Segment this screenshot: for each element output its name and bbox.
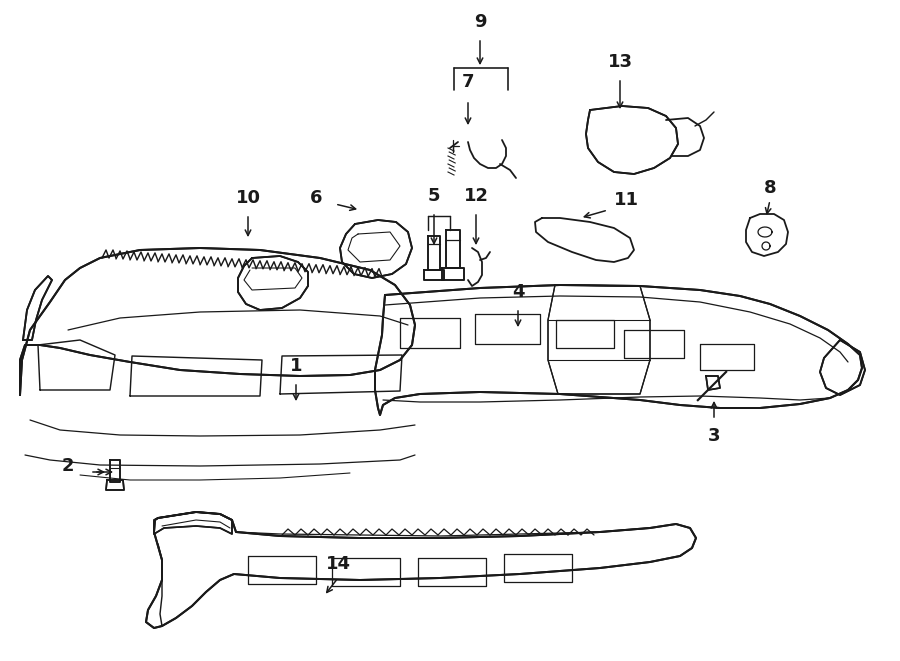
- Polygon shape: [428, 236, 440, 270]
- Text: 2: 2: [62, 457, 74, 475]
- Text: 12: 12: [464, 187, 489, 205]
- Polygon shape: [442, 268, 464, 280]
- Polygon shape: [154, 512, 232, 534]
- Polygon shape: [340, 220, 412, 278]
- Polygon shape: [238, 256, 308, 310]
- Text: 6: 6: [310, 189, 322, 207]
- Polygon shape: [424, 270, 444, 280]
- Text: 14: 14: [326, 555, 350, 573]
- Polygon shape: [706, 376, 720, 390]
- Polygon shape: [548, 285, 650, 394]
- Text: 8: 8: [764, 179, 777, 197]
- Polygon shape: [375, 285, 862, 415]
- Text: 9: 9: [473, 13, 486, 31]
- Text: 7: 7: [462, 73, 474, 91]
- Text: 11: 11: [614, 191, 638, 209]
- Text: 4: 4: [512, 283, 524, 301]
- Polygon shape: [110, 460, 120, 482]
- Text: 1: 1: [290, 357, 302, 375]
- Polygon shape: [106, 480, 124, 490]
- Text: 13: 13: [608, 53, 633, 71]
- Text: 3: 3: [707, 427, 720, 445]
- Polygon shape: [586, 106, 678, 174]
- Polygon shape: [23, 276, 52, 340]
- Polygon shape: [20, 248, 415, 395]
- Text: 5: 5: [428, 187, 440, 205]
- Polygon shape: [146, 512, 696, 628]
- Polygon shape: [820, 340, 865, 395]
- Polygon shape: [446, 230, 460, 268]
- Text: 10: 10: [236, 189, 260, 207]
